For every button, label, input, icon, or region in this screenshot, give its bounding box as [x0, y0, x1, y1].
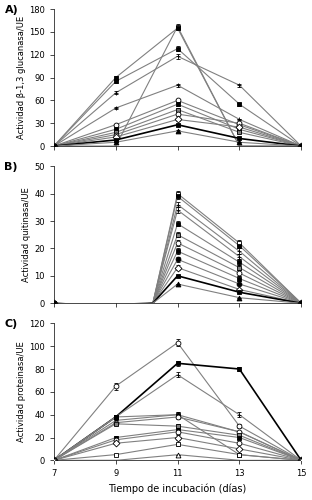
Y-axis label: Actividad quitinasa/UE: Actividad quitinasa/UE: [22, 188, 32, 282]
X-axis label: Tiempo de incubación (días): Tiempo de incubación (días): [109, 484, 247, 494]
Text: C): C): [4, 319, 18, 329]
Y-axis label: Actividad β-1,3 glucanasa/UE: Actividad β-1,3 glucanasa/UE: [17, 16, 26, 139]
Text: B): B): [4, 162, 18, 172]
Y-axis label: Actividad proteinasa/UE: Actividad proteinasa/UE: [17, 342, 26, 442]
Text: A): A): [4, 5, 18, 15]
